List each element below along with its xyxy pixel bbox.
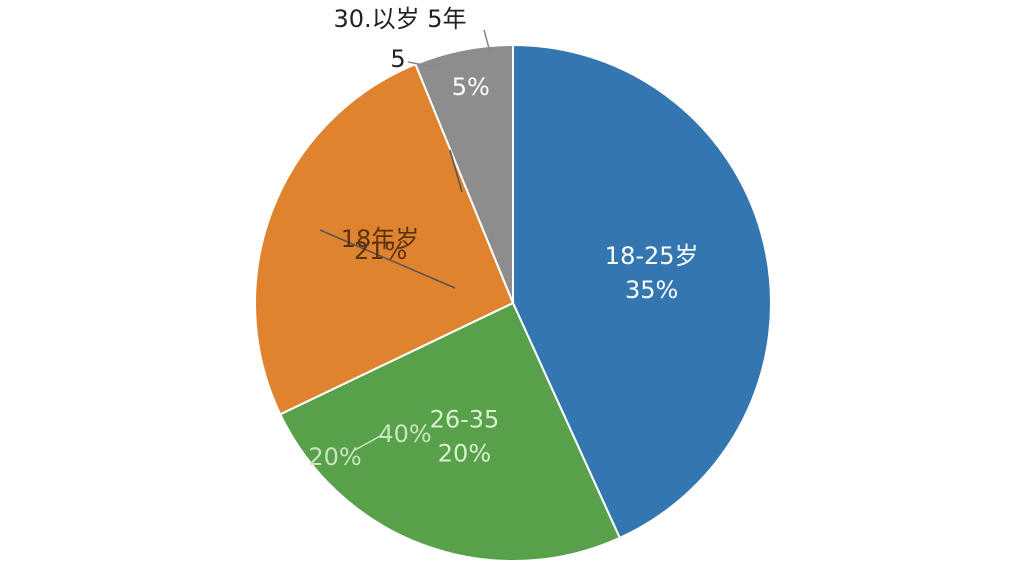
- annotation: 18年岁: [341, 225, 420, 253]
- leader-line: [483, 29, 491, 53]
- value-label: 5%: [452, 73, 490, 101]
- leader-line: [449, 149, 463, 193]
- annotation: 40%: [378, 420, 431, 448]
- leader-line: [354, 434, 383, 451]
- pie: [254, 43, 772, 562]
- pie-slice: [512, 43, 772, 540]
- annotation: 20%: [308, 443, 361, 471]
- annotation: 5: [390, 45, 405, 73]
- value-label: 20%: [438, 439, 491, 467]
- annotation: 30.以岁 5年: [333, 5, 466, 33]
- pie-slice: [278, 301, 622, 562]
- value-label: 21%: [354, 237, 407, 265]
- pie-slice: [254, 62, 515, 416]
- leader-line: [319, 229, 456, 289]
- slice-label: 18-25岁: [605, 242, 699, 270]
- slice-label: 26-35: [430, 405, 500, 433]
- value-label: 35%: [625, 276, 678, 304]
- leader-line: [407, 61, 441, 69]
